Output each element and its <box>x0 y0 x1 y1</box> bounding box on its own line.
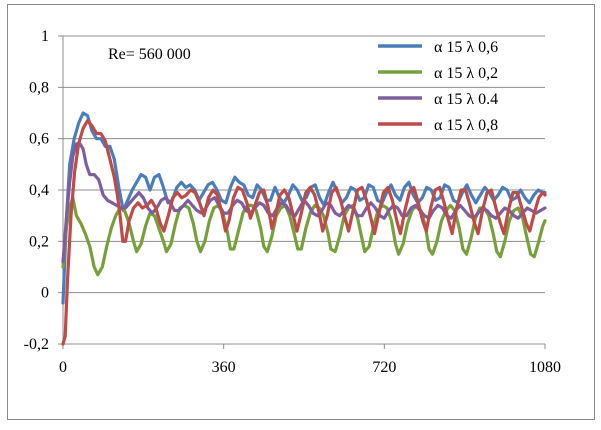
y-tick-label: 0,8 <box>29 79 49 96</box>
y-tick-label: 0 <box>41 285 49 302</box>
y-tick-label: 0,4 <box>29 182 49 199</box>
series-line-3 <box>61 142 547 264</box>
legend: α 15 λ 0,6 α 15 λ 0,2 α 15 λ 0.4 α 15 λ 0,8 <box>378 39 498 134</box>
series-lines <box>61 111 547 346</box>
grid-lines <box>63 35 545 345</box>
legend-label-2: α 15 λ 0,2 <box>434 65 498 82</box>
x-tick-label: 360 <box>212 359 236 376</box>
y-tick-label: 0,2 <box>29 233 49 250</box>
series-line-2 <box>61 196 547 277</box>
x-axis-tick-labels: 0 360 720 1080 <box>59 359 561 376</box>
x-tick-label: 1080 <box>529 359 561 376</box>
chart-annotation: Re= 560 000 <box>108 46 191 63</box>
x-tick-label: 720 <box>372 359 396 376</box>
y-axis-tick-labels: -0,2 0 0,2 0,4 0,6 0,8 1 <box>24 28 49 353</box>
y-tick-label: 0,6 <box>29 131 49 148</box>
legend-label-1: α 15 λ 0,6 <box>434 39 498 56</box>
legend-label-4: α 15 λ 0,8 <box>434 117 498 134</box>
x-tick-label: 0 <box>59 359 67 376</box>
y-tick-label: -0,2 <box>24 336 49 353</box>
series-line-4 <box>61 119 547 346</box>
y-tick-label: 1 <box>41 28 49 45</box>
legend-label-3: α 15 λ 0.4 <box>434 91 498 108</box>
